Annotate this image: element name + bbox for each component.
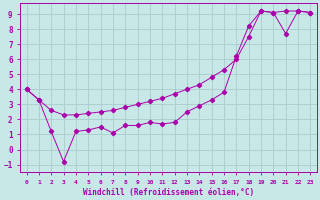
X-axis label: Windchill (Refroidissement éolien,°C): Windchill (Refroidissement éolien,°C) xyxy=(83,188,254,197)
